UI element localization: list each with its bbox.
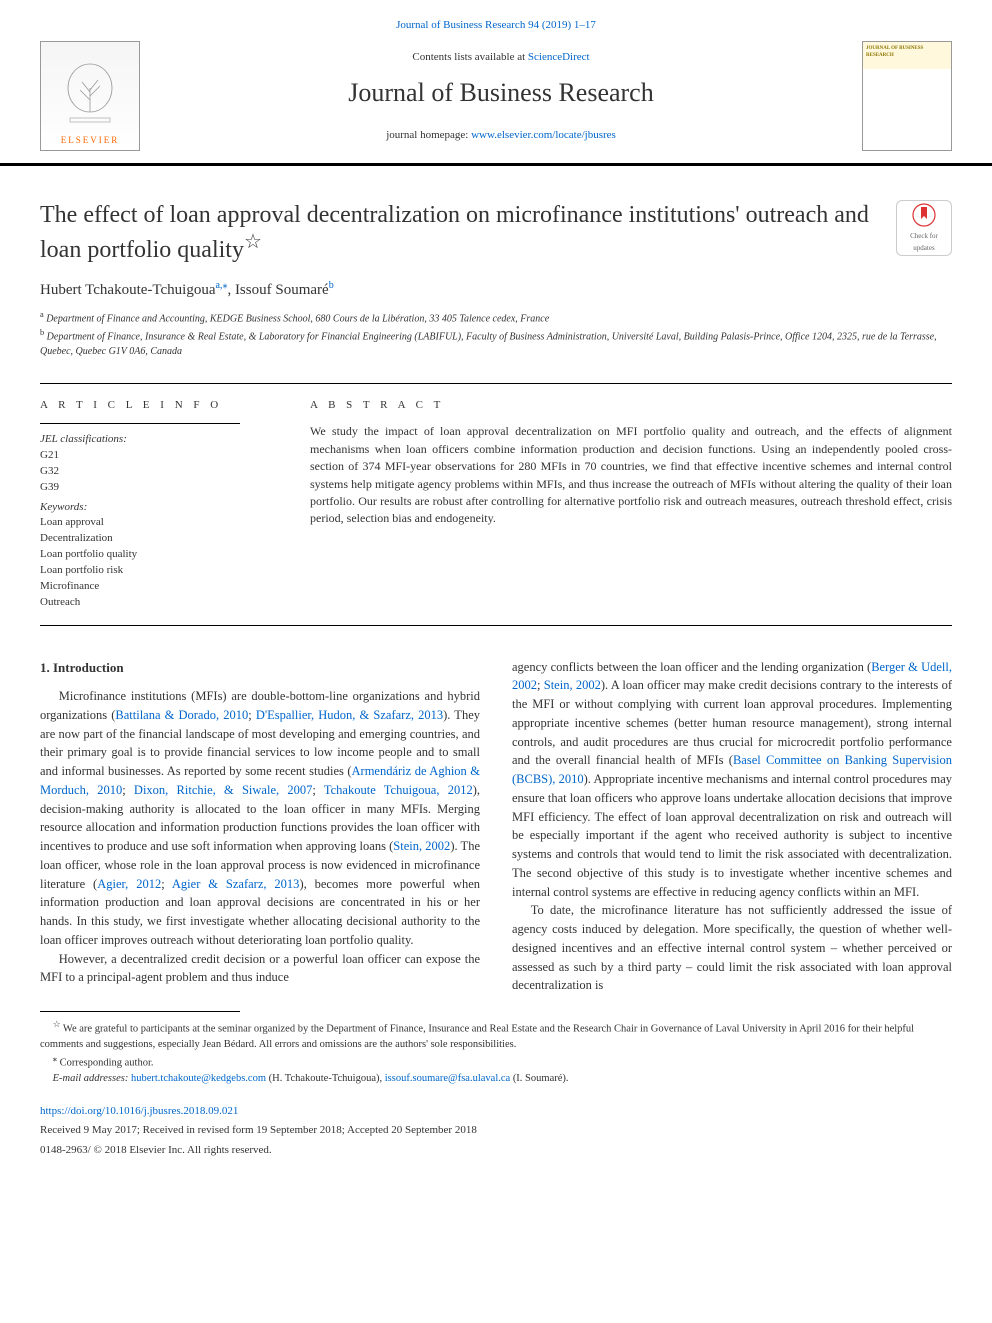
- paper-title: The effect of loan approval decentraliza…: [40, 200, 876, 265]
- body-right-p2: To date, the microfinance literature has…: [512, 901, 952, 995]
- jel-item: G39: [40, 480, 270, 496]
- jel-item: G32: [40, 464, 270, 480]
- info-abstract-row: A R T I C L E I N F O JEL classification…: [0, 398, 992, 611]
- email-label: E-mail addresses:: [53, 1073, 131, 1084]
- email-link-1[interactable]: hubert.tchakoute@kedgebs.com: [131, 1073, 266, 1084]
- received-line: Received 9 May 2017; Received in revised…: [0, 1123, 992, 1142]
- text: agency conflicts between the loan office…: [512, 660, 871, 674]
- homepage-link[interactable]: www.elsevier.com/locate/jbusres: [471, 129, 616, 141]
- affiliations: a Department of Finance and Accounting, …: [40, 309, 952, 359]
- homepage-prefix: journal homepage:: [386, 129, 471, 141]
- citation-link[interactable]: D'Espallier, Hudon, & Szafarz, 2013: [256, 708, 443, 722]
- body-left-col: 1. Introduction Microfinance institution…: [40, 658, 480, 996]
- keywords-label: Keywords:: [40, 500, 270, 515]
- keyword-item: Loan approval: [40, 515, 270, 531]
- abstract-text: We study the impact of loan approval dec…: [310, 423, 952, 527]
- section-heading: 1. Introduction: [40, 658, 480, 678]
- check-updates-badge[interactable]: Check for updates: [896, 200, 952, 256]
- affiliation-b: Department of Finance, Insurance & Real …: [40, 331, 937, 357]
- footnote-emails: E-mail addresses: hubert.tchakoute@kedge…: [40, 1071, 952, 1086]
- jel-list: G21 G32 G39: [40, 448, 270, 496]
- body: 1. Introduction Microfinance institution…: [0, 640, 992, 1006]
- paper-title-text: The effect of loan approval decentraliza…: [40, 202, 869, 263]
- footnotes: ☆ We are grateful to participants at the…: [0, 1012, 992, 1104]
- corr-marker: ⁎: [53, 1053, 57, 1063]
- author-sep: ,: [227, 282, 235, 298]
- top-journal-citation: Journal of Business Research 94 (2019) 1…: [0, 0, 992, 41]
- body-left-p1: Microfinance institutions (MFIs) are dou…: [40, 687, 480, 950]
- text: ;: [537, 678, 544, 692]
- article-info: A R T I C L E I N F O JEL classification…: [40, 398, 270, 611]
- rule-1: [40, 383, 952, 384]
- keyword-item: Loan portfolio risk: [40, 563, 270, 579]
- body-right-col: agency conflicts between the loan office…: [512, 658, 952, 996]
- keyword-item: Loan portfolio quality: [40, 547, 270, 563]
- citation-link[interactable]: Stein, 2002: [544, 678, 601, 692]
- masthead: ELSEVIER Contents lists available at Sci…: [0, 41, 992, 166]
- abstract: A B S T R A C T We study the impact of l…: [310, 398, 952, 611]
- text: ;: [122, 783, 134, 797]
- contents-line: Contents lists available at ScienceDirec…: [160, 50, 842, 65]
- body-right-p1: agency conflicts between the loan office…: [512, 658, 952, 902]
- author-1: Hubert Tchakoute-Tchuigoua: [40, 282, 215, 298]
- journal-name: Journal of Business Research: [160, 75, 842, 111]
- jel-item: G21: [40, 448, 270, 464]
- copyright-line: 0148-2963/ © 2018 Elsevier Inc. All righ…: [0, 1143, 992, 1178]
- updates-line2: updates: [913, 244, 934, 254]
- bookmark-check-icon: [912, 203, 936, 229]
- top-journal-citation-link[interactable]: Journal of Business Research 94 (2019) 1…: [396, 19, 596, 31]
- doi-link[interactable]: https://doi.org/10.1016/j.jbusres.2018.0…: [40, 1105, 238, 1117]
- doi-line: https://doi.org/10.1016/j.jbusres.2018.0…: [0, 1104, 992, 1123]
- text: ;: [161, 877, 172, 891]
- journal-cover-thumb: JOURNAL OF BUSINESS RESEARCH: [862, 41, 952, 151]
- corr-text: Corresponding author.: [60, 1058, 154, 1069]
- email-who-2: (I. Soumaré).: [510, 1073, 568, 1084]
- keywords-list: Loan approval Decentralization Loan port…: [40, 515, 270, 611]
- abstract-heading: A B S T R A C T: [310, 398, 952, 413]
- ack-marker: ☆: [53, 1019, 61, 1029]
- author-2: Issouf Soumaré: [235, 282, 329, 298]
- keyword-item: Outreach: [40, 595, 270, 611]
- text: ;: [312, 783, 324, 797]
- citation-link[interactable]: Agier, 2012: [97, 877, 161, 891]
- title-note-marker: ☆: [244, 231, 262, 253]
- masthead-center: Contents lists available at ScienceDirec…: [160, 50, 842, 143]
- citation-link[interactable]: Tchakoute Tchuigoua, 2012: [324, 783, 473, 797]
- tree-icon: [60, 60, 120, 130]
- authors: Hubert Tchakoute-Tchuigouaa,⁎, Issouf So…: [40, 279, 952, 301]
- footnote-ack: ☆ We are grateful to participants at the…: [40, 1018, 952, 1052]
- email-link-2[interactable]: issouf.soumare@fsa.ulaval.ca: [385, 1073, 510, 1084]
- title-block: The effect of loan approval decentraliza…: [0, 166, 992, 369]
- citation-link[interactable]: Agier & Szafarz, 2013: [172, 877, 300, 891]
- keyword-item: Decentralization: [40, 531, 270, 547]
- text: ;: [248, 708, 256, 722]
- citation-link[interactable]: Battilana & Dorado, 2010: [115, 708, 248, 722]
- citation-link[interactable]: Dixon, Ritchie, & Siwale, 2007: [134, 783, 312, 797]
- keyword-item: Microfinance: [40, 579, 270, 595]
- sciencedirect-link[interactable]: ScienceDirect: [528, 51, 590, 63]
- homepage-line: journal homepage: www.elsevier.com/locat…: [160, 128, 842, 143]
- contents-prefix: Contents lists available at: [412, 51, 527, 63]
- affil-link-b[interactable]: b: [329, 280, 334, 291]
- body-left-p2: However, a decentralized credit decision…: [40, 950, 480, 988]
- cover-caption: JOURNAL OF BUSINESS RESEARCH: [866, 45, 948, 59]
- article-info-heading: A R T I C L E I N F O: [40, 398, 270, 413]
- footnote-corr: ⁎ Corresponding author.: [40, 1052, 952, 1071]
- rule-2: [40, 625, 952, 626]
- jel-label: JEL classifications:: [40, 432, 270, 447]
- email-who-1: (H. Tchakoute-Tchuigoua),: [266, 1073, 385, 1084]
- ack-text: We are grateful to participants at the s…: [40, 1024, 914, 1050]
- elsevier-label: ELSEVIER: [61, 134, 120, 147]
- citation-link[interactable]: Stein, 2002: [393, 839, 450, 853]
- updates-line1: Check for: [910, 232, 938, 242]
- text: ). Appropriate incentive mechanisms and …: [512, 772, 952, 899]
- elsevier-logo: ELSEVIER: [40, 41, 140, 151]
- affiliation-a: Department of Finance and Accounting, KE…: [46, 314, 549, 325]
